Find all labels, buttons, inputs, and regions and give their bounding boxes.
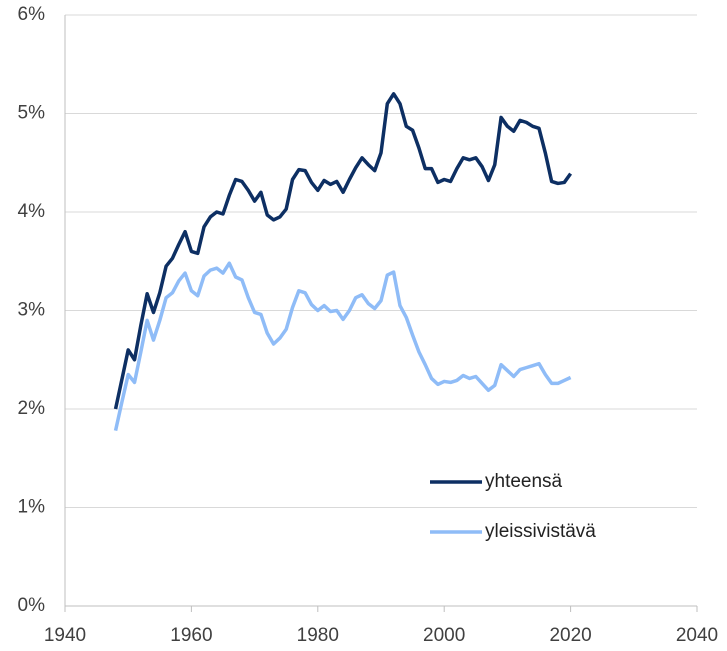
x-tick-label: 2000: [423, 625, 465, 646]
y-tick-label: 1%: [18, 497, 46, 518]
x-tick-label: 2040: [676, 625, 718, 646]
y-tick-label: 3%: [18, 300, 46, 321]
y-tick-label: 0%: [18, 595, 46, 616]
line-series: [113, 92, 573, 410]
legend-label: yhteensä: [485, 471, 563, 492]
line-series: [113, 261, 572, 432]
x-tick-label: 1960: [170, 625, 212, 646]
x-tick-label: 2020: [549, 625, 591, 646]
legend-label: yleissivistävä: [485, 521, 596, 542]
y-tick-label: 2%: [18, 398, 46, 419]
x-tick-label: 1980: [297, 625, 339, 646]
y-tick-label: 4%: [18, 201, 46, 222]
x-tick-label: 1940: [44, 625, 86, 646]
y-tick-label: 5%: [18, 103, 46, 124]
y-tick-label: 6%: [18, 4, 46, 25]
